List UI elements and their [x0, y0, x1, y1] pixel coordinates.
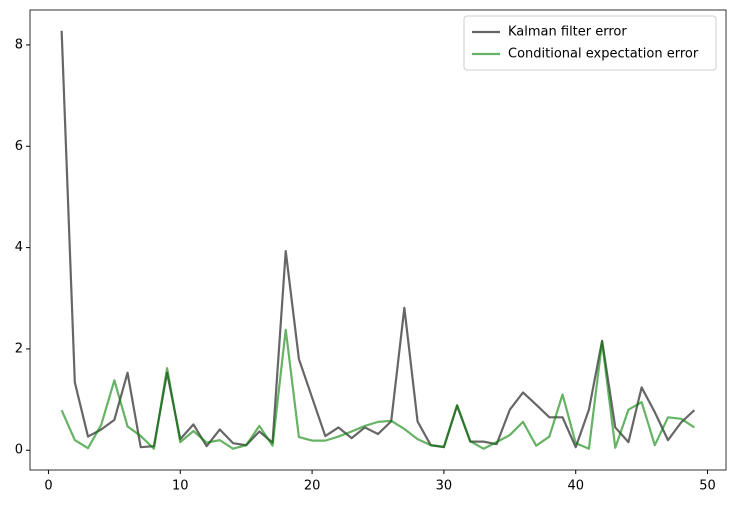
x-tick-label: 20: [304, 479, 321, 494]
y-tick-label: 2: [15, 341, 23, 356]
x-tick-label: 0: [44, 479, 52, 494]
plot-frame: [29, 9, 727, 471]
y-tick-label: 0: [15, 443, 23, 458]
y-tick-label: 6: [15, 139, 23, 154]
line: [60, 328, 695, 450]
legend-label: Kalman filter error: [508, 25, 627, 40]
line: [60, 30, 696, 449]
x-tick-label: 30: [436, 479, 453, 494]
x-tick-label: 50: [699, 479, 716, 494]
x-tick-label: 40: [567, 479, 584, 494]
y-tick-label: 8: [15, 37, 23, 52]
legend-label: Conditional expectation error: [508, 47, 699, 62]
legend-box: [463, 15, 717, 71]
x-tick-label: 10: [172, 479, 189, 494]
y-tick-label: 4: [15, 240, 23, 255]
